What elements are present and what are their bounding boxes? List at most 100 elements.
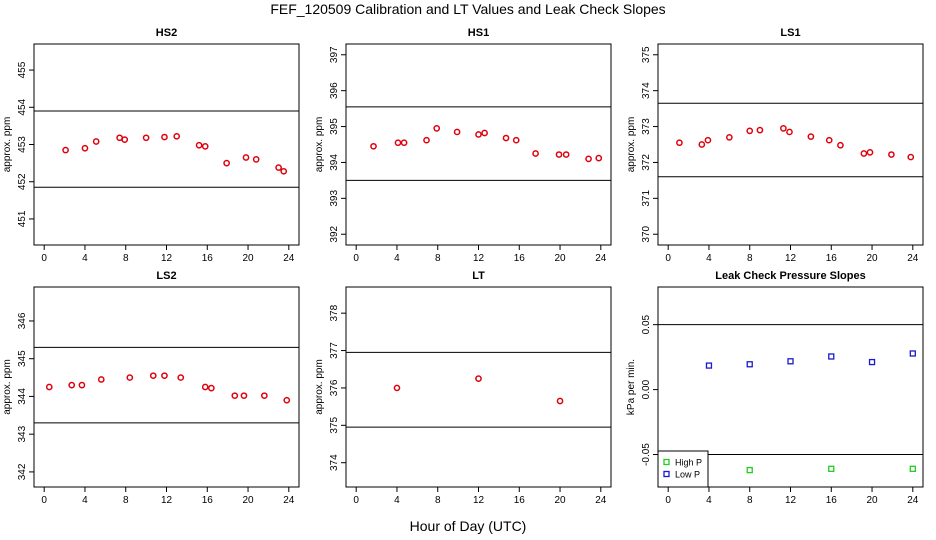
y-tick-label: 393 — [329, 190, 340, 207]
data-point — [92, 138, 100, 145]
y-tick-label: 370 — [641, 225, 652, 242]
x-tick-label: 16 — [202, 495, 214, 506]
x-tick-label: 0 — [353, 253, 359, 264]
panel-title: HS2 — [156, 27, 177, 39]
data-point — [888, 151, 895, 158]
x-tick-label: 8 — [747, 495, 753, 506]
data-point — [275, 164, 282, 171]
data-point — [400, 139, 408, 147]
data-point — [142, 134, 150, 142]
y-tick-label: 395 — [329, 118, 340, 135]
y-axis-label: approx. ppm — [314, 359, 325, 415]
y-tick-label: 374 — [329, 454, 340, 471]
y-tick-label: 344 — [17, 388, 28, 405]
plot-frame — [33, 43, 300, 246]
legend-box — [657, 450, 709, 488]
data-point — [260, 392, 268, 400]
y-tick-label: 343 — [17, 425, 28, 442]
data-point — [280, 167, 288, 175]
x-tick-label: 16 — [826, 253, 838, 264]
data-point — [81, 144, 89, 152]
x-tick-label: 24 — [907, 495, 919, 506]
data-point-low-p — [746, 361, 753, 368]
data-point — [585, 155, 592, 163]
data-point — [173, 132, 181, 140]
x-tick-label: 0 — [665, 495, 671, 506]
x-tick-label: 20 — [866, 253, 878, 264]
data-point — [825, 136, 833, 144]
y-axis-label: approx. ppm — [2, 117, 13, 173]
y-axis-label: approx. ppm — [626, 117, 637, 173]
x-tick-label: 8 — [123, 253, 129, 264]
data-point — [45, 383, 53, 391]
y-tick-label: 374 — [641, 82, 652, 99]
x-tick-label: 24 — [595, 253, 607, 264]
x-tick-label: 4 — [394, 253, 400, 264]
data-point — [201, 383, 209, 391]
plot-frame — [657, 43, 924, 246]
x-tick-label: 8 — [123, 495, 129, 506]
y-tick-label: 375 — [329, 417, 340, 434]
x-tick-label: 24 — [907, 253, 919, 264]
data-point — [837, 141, 844, 149]
y-tick-label: 0.05 — [641, 314, 652, 334]
y-tick-label: 345 — [17, 350, 28, 367]
data-point — [555, 151, 563, 158]
y-tick-label: 373 — [641, 118, 652, 135]
x-tick-label: 12 — [473, 253, 485, 264]
data-point — [201, 143, 209, 150]
data-point — [698, 141, 706, 148]
data-point — [423, 136, 430, 144]
x-tick-label: 0 — [41, 253, 47, 264]
y-tick-label: 372 — [641, 154, 652, 171]
x-tick-label: 20 — [866, 495, 878, 506]
panel-2: HS1 approx. ppm 0 4 8 12 16 20 24 392 393 394 395 396… — [314, 27, 612, 264]
x-tick-label: 12 — [161, 495, 173, 506]
data-point — [725, 133, 733, 141]
y-tick-label: 451 — [17, 210, 28, 227]
y-tick-label: 392 — [329, 225, 340, 242]
y-tick-label: 346 — [17, 312, 28, 329]
legend-label: Low P — [675, 470, 700, 480]
plot-frame — [345, 286, 612, 488]
panel-1: HS2 approx. ppm 0 4 8 12 16 20 24 451 452 453 454 455 — [2, 27, 300, 264]
data-point — [676, 139, 683, 147]
y-tick-label: 396 — [329, 82, 340, 99]
data-point — [756, 126, 764, 134]
data-point — [207, 384, 215, 392]
data-point — [433, 124, 441, 132]
data-point — [907, 153, 915, 161]
x-tick-label: 4 — [82, 495, 88, 506]
x-tick-label: 20 — [554, 253, 566, 264]
y-tick-label: 454 — [17, 98, 28, 115]
data-point — [475, 131, 482, 138]
panel-title: LT — [472, 270, 485, 282]
y-tick-label: 371 — [641, 190, 652, 207]
y-tick-label: 342 — [17, 463, 28, 480]
data-point-low-p — [705, 362, 713, 369]
data-point — [562, 151, 570, 158]
x-tick-label: 12 — [785, 495, 797, 506]
y-tick-label: 397 — [329, 46, 340, 63]
data-point-low-p — [909, 350, 916, 357]
data-point — [62, 146, 69, 154]
data-point-high-p — [746, 466, 753, 474]
x-tick-label: 24 — [283, 253, 295, 264]
data-point — [780, 124, 787, 132]
y-axis-label: approx. ppm — [2, 359, 13, 415]
data-point — [512, 136, 520, 144]
plot-frame — [345, 43, 612, 246]
x-axis-title: Hour of Day (UTC) — [409, 518, 527, 534]
data-point-low-p — [868, 358, 876, 366]
data-point — [704, 136, 712, 144]
data-point — [394, 139, 402, 147]
data-point — [242, 154, 250, 161]
data-point — [393, 384, 401, 392]
y-tick-label: 377 — [329, 342, 340, 359]
data-point-low-p — [828, 353, 835, 360]
panel-5: LT approx. ppm 0 4 8 12 16 20 24 374 375 376 377 378 — [314, 270, 612, 506]
x-tick-label: 12 — [785, 253, 797, 264]
data-point — [240, 392, 248, 400]
data-point — [149, 372, 157, 380]
